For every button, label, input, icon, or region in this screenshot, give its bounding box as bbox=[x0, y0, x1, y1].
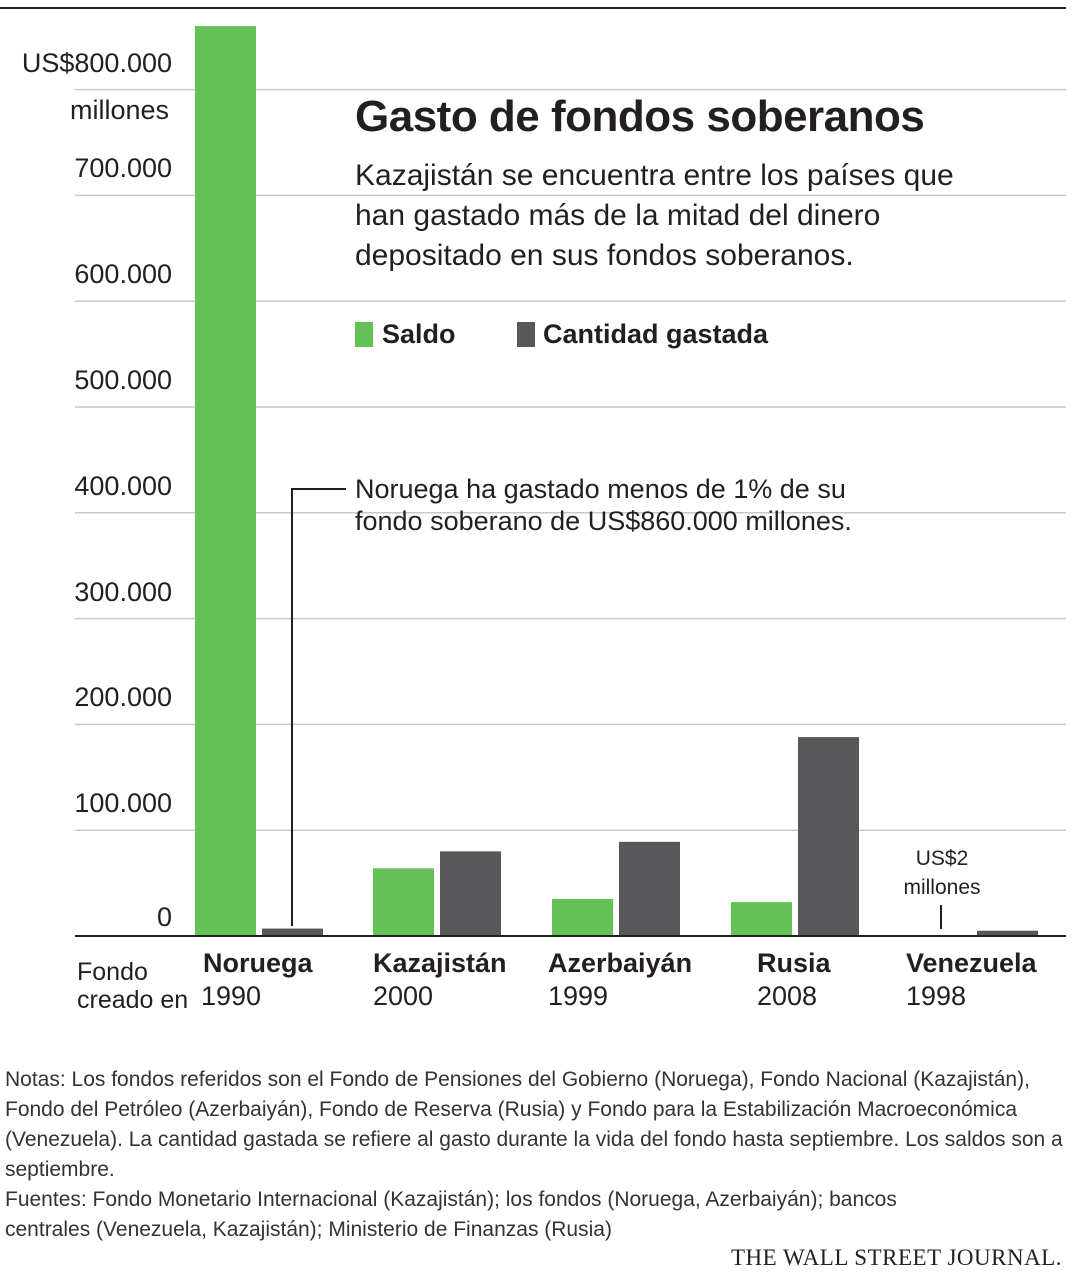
legend-label-gastada: Cantidad gastada bbox=[543, 319, 769, 349]
y-tick-label: 100.000 bbox=[74, 788, 172, 819]
bar-saldo-1 bbox=[373, 868, 434, 936]
bar-gastada-4 bbox=[977, 930, 1038, 936]
y-tick-label: 200.000 bbox=[74, 682, 172, 713]
x-label-year: 2008 bbox=[757, 981, 818, 1011]
x-label-year: 1990 bbox=[201, 981, 262, 1011]
bar-gastada-0 bbox=[262, 928, 323, 936]
bar-saldo-2 bbox=[552, 898, 613, 936]
y-tick-label: US$800.000 bbox=[21, 47, 172, 78]
x-label-year: 2000 bbox=[373, 981, 434, 1011]
noruega-annotation: Noruega ha gastado menos de 1% de su fon… bbox=[355, 474, 852, 536]
sources-text: Fuentes: Fondo Monetario Internacional (… bbox=[5, 1188, 897, 1241]
bar-gastada-2 bbox=[619, 841, 680, 936]
x-label-country: Venezuela bbox=[906, 948, 1037, 978]
x-label-country: Noruega bbox=[203, 948, 313, 978]
bar-saldo-3 bbox=[731, 902, 792, 936]
noruega-annotation-leader bbox=[291, 488, 346, 926]
y-tick-label: 0 bbox=[156, 902, 172, 932]
chart-subtitle: Kazajistán se encuentra entre los países… bbox=[355, 159, 954, 272]
x-label-year: 1998 bbox=[906, 981, 967, 1011]
x-label-country: Azerbaiyán bbox=[548, 948, 693, 978]
legend-label-saldo: Saldo bbox=[382, 319, 456, 349]
x-label-country: Kazajistán bbox=[373, 948, 507, 978]
bars bbox=[195, 26, 1038, 937]
notes-text: Notas: Los fondos referidos son el Fondo… bbox=[5, 1068, 1063, 1181]
chart-title: Gasto de fondos soberanos bbox=[355, 92, 925, 141]
y-tick-label: 400.000 bbox=[74, 470, 172, 501]
bar-gastada-3 bbox=[798, 737, 859, 936]
legend-swatch-saldo bbox=[355, 322, 373, 347]
venezuela-annotation: US$2 millones bbox=[903, 847, 981, 899]
x-label-country: Rusia bbox=[757, 948, 831, 978]
y-tick-label: 500.000 bbox=[74, 365, 172, 395]
legend-swatch-gastada bbox=[517, 322, 535, 347]
bar-gastada-1 bbox=[440, 851, 501, 936]
fund-created-label: Fondo creado en bbox=[77, 958, 189, 1014]
wsj-logo: THE WALL STREET JOURNAL. bbox=[730, 1245, 1062, 1270]
y-tick-label: 300.000 bbox=[74, 576, 172, 607]
y-unit-label: millones bbox=[70, 95, 170, 125]
y-tick-label: 700.000 bbox=[74, 153, 172, 184]
bar-saldo-0 bbox=[195, 26, 256, 937]
y-tick-label: 600.000 bbox=[74, 259, 172, 290]
x-label-year: 1999 bbox=[548, 981, 609, 1011]
